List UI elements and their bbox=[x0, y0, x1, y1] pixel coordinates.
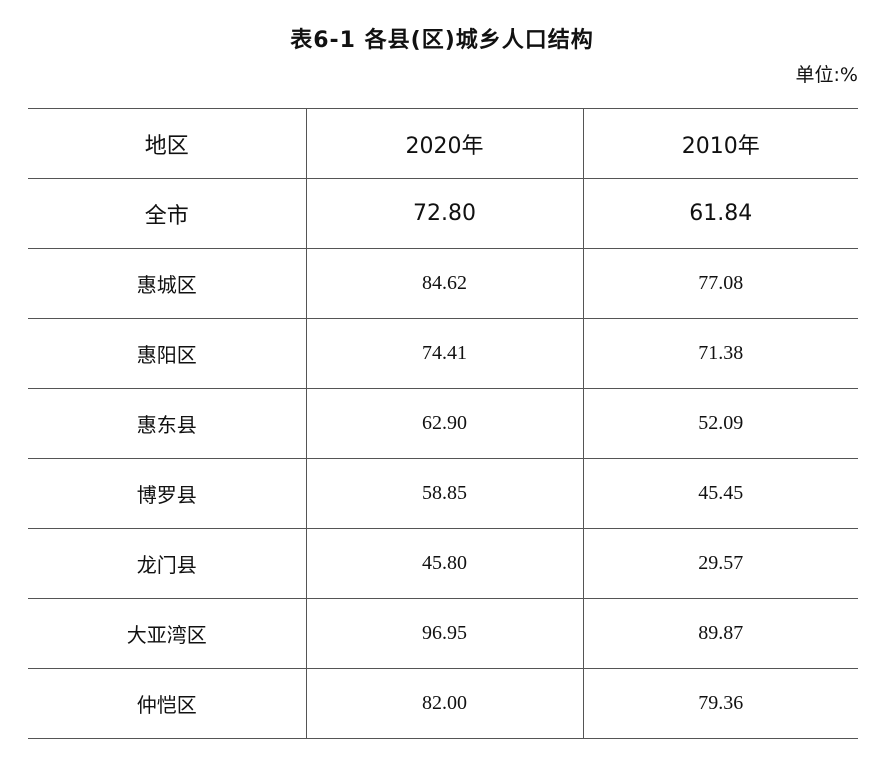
header-2020: 2020年 bbox=[305, 108, 583, 179]
header-region: 地区 bbox=[28, 108, 306, 179]
region-cell: 大亚湾区 bbox=[28, 598, 306, 669]
header-row: 地区 2020年 2010年 bbox=[28, 108, 858, 179]
value-2010-cell: 89.87 bbox=[582, 598, 858, 669]
value-2020-cell: 74.41 bbox=[305, 318, 583, 389]
value-2010-cell: 71.38 bbox=[582, 318, 858, 389]
region-cell: 惠东县 bbox=[28, 388, 306, 459]
value-2010-cell: 77.08 bbox=[582, 248, 858, 319]
table-row: 惠城区 84.62 77.08 bbox=[28, 248, 858, 319]
population-table: 地区 2020年 2010年 全市 72.80 61.84 惠城区 84.62 … bbox=[28, 108, 858, 739]
value-2020-cell: 82.00 bbox=[305, 668, 583, 739]
header-2010: 2010年 bbox=[582, 108, 858, 179]
value-2010-cell: 79.36 bbox=[582, 668, 858, 739]
value-2010-cell: 29.57 bbox=[582, 528, 858, 599]
table-row: 全市 72.80 61.84 bbox=[28, 178, 858, 249]
table-row: 惠阳区 74.41 71.38 bbox=[28, 318, 858, 389]
table-row: 惠东县 62.90 52.09 bbox=[28, 388, 858, 459]
value-2020-cell: 72.80 bbox=[305, 178, 583, 249]
value-2010-cell: 45.45 bbox=[582, 458, 858, 529]
table-row: 仲恺区 82.00 79.36 bbox=[28, 668, 858, 739]
region-cell: 龙门县 bbox=[28, 528, 306, 599]
table-title: 表6-1 各县(区)城乡人口结构 bbox=[290, 28, 594, 53]
region-cell: 仲恺区 bbox=[28, 668, 306, 739]
value-2020-cell: 58.85 bbox=[305, 458, 583, 529]
unit-label: 单位:% bbox=[795, 64, 858, 86]
table-row: 大亚湾区 96.95 89.87 bbox=[28, 598, 858, 669]
value-2020-cell: 84.62 bbox=[305, 248, 583, 319]
table-row: 博罗县 58.85 45.45 bbox=[28, 458, 858, 529]
region-cell: 全市 bbox=[28, 178, 306, 249]
region-cell: 博罗县 bbox=[28, 458, 306, 529]
value-2020-cell: 45.80 bbox=[305, 528, 583, 599]
table-row: 龙门县 45.80 29.57 bbox=[28, 528, 858, 599]
value-2020-cell: 96.95 bbox=[305, 598, 583, 669]
region-cell: 惠阳区 bbox=[28, 318, 306, 389]
value-2010-cell: 52.09 bbox=[582, 388, 858, 459]
value-2020-cell: 62.90 bbox=[305, 388, 583, 459]
region-cell: 惠城区 bbox=[28, 248, 306, 319]
value-2010-cell: 61.84 bbox=[582, 178, 858, 249]
